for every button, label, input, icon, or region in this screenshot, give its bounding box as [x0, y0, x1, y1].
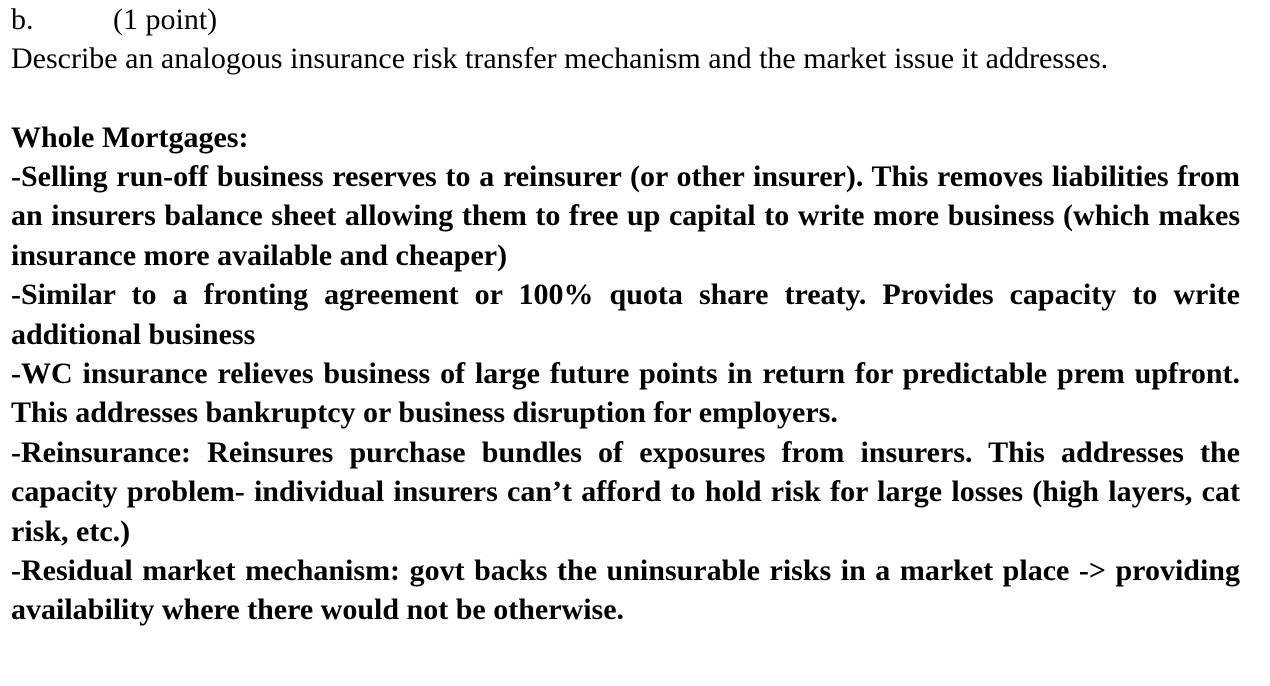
answer-item-2: -Similar to a fronting agreement or 100%…: [11, 278, 1240, 351]
question-points: (1 point): [113, 3, 218, 36]
question-prompt: Describe an analogous insurance risk tra…: [11, 42, 1109, 75]
question-header: b. (1 point): [11, 0, 1240, 39]
document-page: b. (1 point) Describe an analogous insura…: [11, 0, 1240, 630]
answer-item-3: -WC insurance relieves business of large…: [11, 356, 1240, 430]
question-letter: b.: [11, 3, 34, 36]
answer-item-5: -Residual market mechanism: govt backs t…: [11, 553, 1240, 627]
answer-item-1: -Selling run-off business reserves to a …: [11, 159, 1240, 272]
answer-heading: Whole Mortgages:: [11, 120, 249, 154]
answer-block: Whole Mortgages: -Selling run-off busine…: [11, 118, 1240, 630]
blank-line: [11, 79, 1240, 118]
answer-item-4: -Reinsurance: Reinsures purchase bundles…: [11, 435, 1240, 548]
